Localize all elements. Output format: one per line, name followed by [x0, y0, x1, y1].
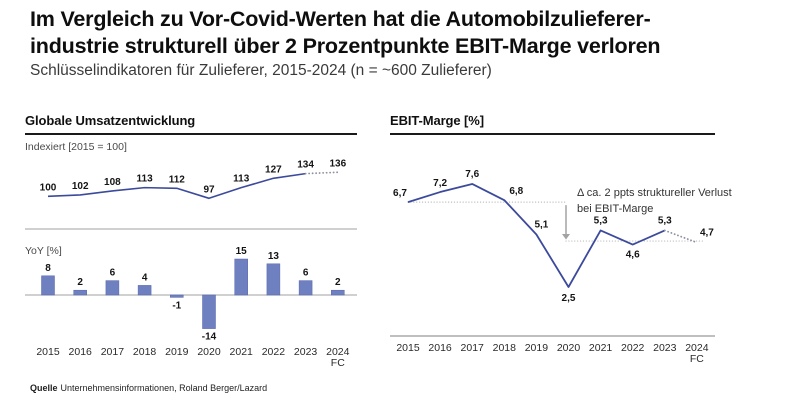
fc-label: FC: [690, 353, 704, 365]
year-label: 2024: [326, 346, 350, 358]
index-value-label: 97: [203, 184, 215, 195]
yoy-bar: [234, 258, 248, 296]
yoy-bar: [73, 289, 87, 296]
year-label: 2023: [294, 346, 318, 358]
revenue-panel-title: Globale Umsatzentwicklung: [25, 113, 357, 135]
year-label: 2019: [525, 342, 549, 354]
yoy-value-label: 6: [303, 268, 309, 279]
ebit-value-label: 2,5: [562, 293, 576, 304]
ebit-line: [407, 183, 666, 288]
delta-annotation-line1: Δ ca. 2 ppts struktureller Verlust: [577, 187, 732, 199]
yoy-bar: [137, 285, 152, 296]
page-subtitle: Schlüsselindikatoren für Zulieferer, 201…: [30, 62, 492, 79]
ebit-value-label: 5,3: [594, 215, 608, 226]
ebit-value-label: 6,7: [393, 188, 407, 199]
yoy-axis-caption: YoY [%]: [25, 245, 62, 257]
year-label: 2017: [461, 342, 485, 354]
yoy-value-label: -14: [202, 332, 217, 343]
yoy-bar: [266, 263, 281, 296]
yoy-value-label: 13: [268, 251, 280, 262]
delta-arrow-head: [562, 234, 570, 240]
year-label: 2019: [165, 346, 189, 358]
ebit-chart-marks: 6,7 7,2 7,6 6,8 5,1 2,5 5,3 4,6 5,3 4,7 2015 2016 20…: [390, 169, 715, 365]
yoy-bar: [331, 289, 345, 296]
revenue-chart-canvas: Indexiert [2015 = 100] YoY [%] 8 2 6 4 -1 -14…: [25, 141, 357, 369]
index-value-label: 113: [233, 174, 250, 185]
ebit-value-label: 6,8: [509, 186, 523, 197]
yoy-bar: [41, 275, 55, 296]
yoy-value-label: 15: [236, 246, 248, 257]
yoy-value-label: 2: [335, 277, 341, 288]
yoy-bar: [202, 294, 216, 329]
source-note: Quelle Unternehmensinformationen, Roland …: [30, 383, 267, 393]
index-value-label: 127: [265, 164, 282, 175]
ebit-value-label: 5,1: [534, 219, 548, 230]
year-label: 2018: [493, 342, 517, 354]
yoy-value-label: 4: [142, 272, 148, 283]
source-text: Unternehmensinformationen, Roland Berger…: [60, 383, 268, 393]
index-value-label: 102: [72, 181, 89, 192]
delta-annotation-line2: bei EBIT-Marge: [577, 203, 653, 215]
index-line: [47, 172, 306, 200]
yoy-bar: [105, 280, 120, 296]
fc-label: FC: [331, 357, 345, 369]
year-label: 2024: [685, 342, 709, 354]
ebit-value-label: 7,6: [465, 169, 479, 180]
index-forecast-segment: [304, 171, 339, 175]
ebit-value-label: 4,7: [700, 228, 714, 239]
ebit-value-label: 5,3: [658, 215, 672, 226]
panel-ebit-margin: EBIT-Marge [%] 6,7 7,2 7,6 6,8 5,1 2,5 5,3 4,6 5…: [390, 113, 732, 377]
year-label: 2020: [197, 346, 221, 358]
year-label: 2017: [101, 346, 125, 358]
index-value-label: 134: [297, 160, 314, 171]
yoy-value-label: 6: [110, 268, 116, 279]
yoy-value-label: 2: [77, 277, 83, 288]
year-label: 2018: [133, 346, 157, 358]
page-title-line1: Im Vergleich zu Vor-Covid-Werten hat die…: [30, 7, 651, 31]
year-label: 2021: [230, 346, 254, 358]
year-label: 2021: [589, 342, 613, 354]
year-label: 2023: [653, 342, 677, 354]
index-value-label: 113: [137, 174, 154, 185]
ebit-panel-title: EBIT-Marge [%]: [390, 113, 715, 135]
year-label: 2015: [396, 342, 420, 354]
year-label: 2022: [621, 342, 645, 354]
yoy-bar: [170, 294, 184, 298]
year-label: 2015: [36, 346, 60, 358]
index-value-label: 112: [169, 174, 186, 185]
yoy-value-label: -1: [172, 300, 181, 311]
yoy-bar: [298, 280, 313, 296]
index-value-label: 136: [329, 158, 346, 169]
index-axis-caption: Indexiert [2015 = 100]: [25, 141, 127, 153]
panel-global-revenue: Globale Umsatzentwicklung Indexiert [201…: [25, 113, 357, 377]
page-title: Im Vergleich zu Vor-Covid-Werten hat die…: [30, 6, 661, 60]
index-value-label: 100: [40, 182, 57, 193]
year-label: 2022: [262, 346, 286, 358]
page-title-line2: industrie strukturell über 2 Prozentpunk…: [30, 34, 661, 58]
ebit-value-label: 7,2: [433, 178, 447, 189]
ebit-chart-canvas: 6,7 7,2 7,6 6,8 5,1 2,5 5,3 4,6 5,3 4,7 2015 2016 20…: [390, 169, 732, 365]
source-label: Quelle: [30, 383, 58, 393]
ebit-value-label: 4,6: [626, 250, 640, 261]
yoy-value-label: 8: [45, 263, 51, 274]
ebit-forecast-segment: [663, 229, 698, 244]
index-value-label: 108: [104, 177, 121, 188]
year-label: 2016: [69, 346, 93, 358]
year-label: 2016: [428, 342, 452, 354]
year-label: 2020: [557, 342, 581, 354]
